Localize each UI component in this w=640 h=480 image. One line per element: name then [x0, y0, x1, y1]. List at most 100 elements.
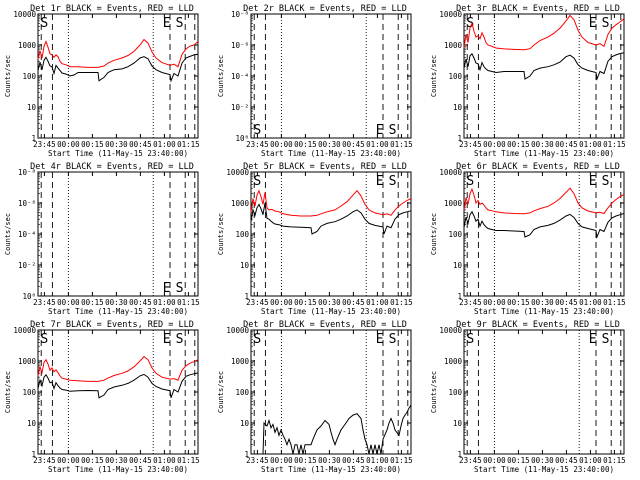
- marker-letter: S: [466, 332, 474, 347]
- y-tick-label: 1: [31, 134, 36, 143]
- x-tick-label: 00:45: [555, 298, 578, 307]
- x-tick-label: 01:00: [579, 456, 602, 465]
- x-axis-label: Start Time (11-May-15 23:40:00): [261, 465, 401, 474]
- plot-frame: [37, 329, 199, 455]
- x-axis-label: Start Time (11-May-15 23:40:00): [48, 307, 188, 316]
- x-tick-label: 01:15: [390, 140, 413, 149]
- x-axis-label: Start Time (11-May-15 23:40:00): [48, 465, 188, 474]
- y-tick-label: 1: [457, 134, 462, 143]
- y-tick-label: 10000: [226, 168, 249, 177]
- y-tick-label: 10000: [13, 326, 36, 335]
- marker-letter: E: [163, 332, 171, 347]
- x-tick-label: 00:15: [294, 140, 317, 149]
- y-axis-label: Counts/sec: [430, 371, 438, 413]
- x-tick-label: 01:15: [390, 298, 413, 307]
- marker-letter: E: [589, 332, 597, 347]
- y-tick-label: 10⁻⁴: [18, 230, 36, 239]
- x-tick-label: 01:15: [177, 456, 200, 465]
- y-tick-label: 1000: [18, 41, 37, 50]
- plot-frame: [250, 329, 412, 455]
- x-tick-label: 00:45: [342, 298, 365, 307]
- marker-letter: E: [589, 174, 597, 189]
- y-axis-label: Counts/sec: [4, 213, 12, 255]
- x-tick-label: 00:15: [294, 298, 317, 307]
- y-tick-label: 10: [240, 261, 250, 270]
- x-tick-label: 01:15: [603, 456, 626, 465]
- x-tick-label: 00:00: [57, 456, 80, 465]
- y-tick-label: 10: [453, 261, 463, 270]
- marker-letter: S: [466, 174, 474, 189]
- y-tick-label: 1000: [18, 357, 37, 366]
- y-tick-label: 1000: [231, 357, 250, 366]
- panel-9: Det 9r BLACK = Events, RED = LLD 1 10 100 10…: [430, 320, 626, 474]
- x-tick-label: 00:00: [57, 298, 80, 307]
- x-tick-label: 00:15: [507, 456, 530, 465]
- x-tick-label: 01:15: [603, 140, 626, 149]
- series-lld-line: [37, 38, 199, 68]
- panel-4: Det 4r BLACK = Events, RED = LLD 10⁰ 10⁻² 1…: [4, 162, 200, 316]
- x-tick-label: 01:00: [579, 140, 602, 149]
- panel-title: Det 3r BLACK = Events, RED = LLD: [456, 4, 620, 14]
- y-tick-label: 10⁻⁶: [18, 199, 36, 208]
- panel-title: Det 5r BLACK = Events, RED = LLD: [243, 162, 407, 172]
- marker-letter: E: [589, 16, 597, 31]
- y-tick-label: 10⁰: [22, 292, 36, 301]
- x-tick-label: 00:00: [270, 456, 293, 465]
- x-tick-label: 00:45: [342, 456, 365, 465]
- plot-frame: [463, 171, 625, 297]
- x-tick-label: 23:45: [33, 140, 56, 149]
- y-tick-label: 10⁰: [235, 134, 249, 143]
- y-tick-label: 10⁻⁶: [231, 41, 249, 50]
- x-tick-label: 00:30: [105, 298, 128, 307]
- plot-frame: [463, 13, 625, 139]
- panel-7: Det 7r BLACK = Events, RED = LLD 1 10 100 10…: [4, 320, 200, 474]
- plot-frame: [37, 171, 199, 297]
- x-tick-label: 00:15: [507, 140, 530, 149]
- panel-title: Det 1r BLACK = Events, RED = LLD: [30, 4, 194, 14]
- plot-frame: [37, 13, 199, 139]
- x-tick-label: 00:45: [555, 140, 578, 149]
- y-tick-label: 100: [235, 388, 249, 397]
- marker-letter: S: [176, 281, 184, 296]
- marker-letter: E: [163, 281, 171, 296]
- series-events-line: [463, 52, 625, 81]
- plot-frame: [463, 329, 625, 455]
- y-tick-label: 10: [27, 103, 37, 112]
- x-axis-label: Start Time (11-May-15 23:40:00): [474, 149, 614, 158]
- y-axis-label: Counts/sec: [217, 55, 225, 97]
- x-tick-label: 01:00: [366, 456, 389, 465]
- y-tick-label: 1000: [444, 199, 463, 208]
- x-tick-label: 00:30: [105, 456, 128, 465]
- y-tick-label: 100: [22, 72, 36, 81]
- marker-letter: S: [40, 332, 48, 347]
- panel-5: Det 5r BLACK = Events, RED = LLD 1 10 100 10…: [217, 162, 413, 316]
- y-axis-label: Counts/sec: [4, 371, 12, 413]
- y-tick-label: 10⁻²: [231, 103, 249, 112]
- panel-title: Det 8r BLACK = Events, RED = LLD: [243, 320, 407, 330]
- marker-letter: S: [602, 16, 610, 31]
- series-events-line: [251, 404, 412, 455]
- x-tick-label: 23:45: [459, 298, 482, 307]
- y-tick-label: 10: [27, 419, 37, 428]
- y-tick-label: 10000: [13, 10, 36, 19]
- x-axis-label: Start Time (11-May-15 23:40:00): [474, 465, 614, 474]
- marker-letter: S: [176, 332, 184, 347]
- marker-letter: S: [253, 174, 261, 189]
- series-events-line: [37, 53, 199, 83]
- x-tick-label: 00:00: [483, 140, 506, 149]
- x-tick-label: 01:15: [390, 456, 413, 465]
- y-tick-label: 10⁻⁴: [231, 72, 249, 81]
- marker-letter: S: [389, 123, 397, 138]
- x-tick-label: 00:30: [318, 298, 341, 307]
- y-tick-label: 1: [244, 450, 249, 459]
- y-tick-label: 100: [448, 388, 462, 397]
- series-events-line: [37, 372, 199, 399]
- x-tick-label: 00:45: [129, 298, 152, 307]
- marker-letter: S: [253, 332, 261, 347]
- x-axis-label: Start Time (11-May-15 23:40:00): [48, 149, 188, 158]
- y-tick-label: 1: [457, 450, 462, 459]
- x-tick-label: 00:15: [81, 140, 104, 149]
- x-tick-label: 01:00: [153, 140, 176, 149]
- x-tick-label: 00:15: [294, 456, 317, 465]
